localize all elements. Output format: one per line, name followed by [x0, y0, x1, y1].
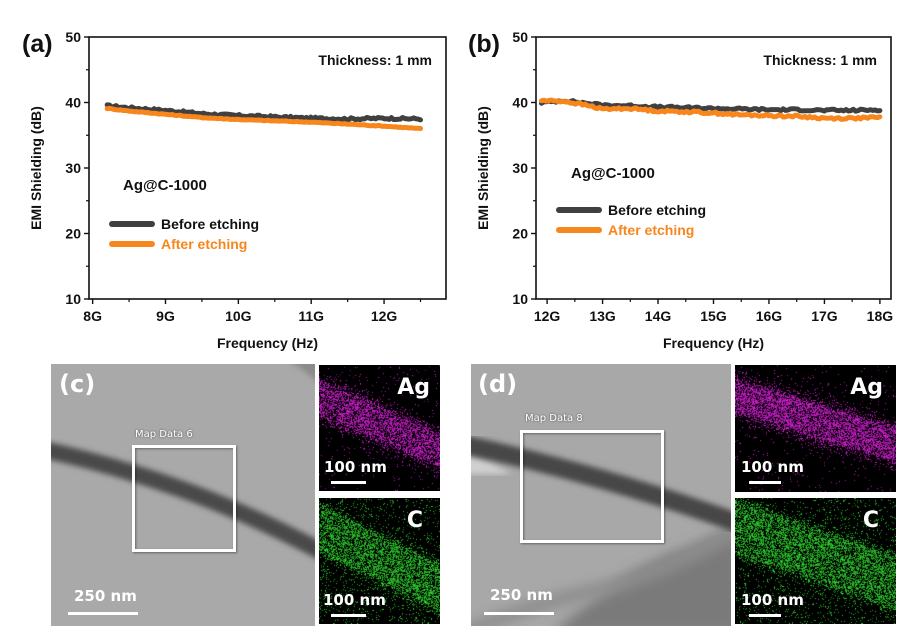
- x-axis-label: Frequency (Hz): [217, 335, 318, 351]
- map-box-label-d: Map Data 8: [525, 413, 583, 424]
- tem-image-d: (d) Map Data 8 250 nm: [471, 364, 731, 626]
- element-label-c-c: C: [406, 508, 423, 533]
- panel-label-b: (b): [468, 30, 500, 58]
- x-tick-label: 8G: [83, 308, 102, 324]
- scale-bar-c-c: [331, 614, 366, 617]
- x-tick-label: 15G: [700, 308, 727, 324]
- chart-b: 10 20 30 40 50 12G 13G 14G 15G 16G 17G 18G Frequency…: [475, 29, 894, 351]
- y-tick-label: 30: [65, 160, 81, 176]
- chart-a: 10 20 30 40 50 8G 9G 10G 11G 12G Frequency (Hz) EMI…: [28, 29, 447, 351]
- x-tick-label: 17G: [811, 308, 838, 324]
- y-tick-label: 20: [512, 226, 528, 242]
- y-tick-label: 50: [65, 29, 81, 45]
- map-region-box-c: [132, 445, 236, 552]
- series-line-before-etching: [104, 102, 423, 123]
- panel-label-d: (d): [478, 370, 518, 398]
- scale-bar-c: [68, 612, 138, 615]
- element-label-c-d: C: [862, 508, 879, 533]
- eds-map-c-ag: Ag 100 nm: [319, 365, 440, 491]
- scale-label-d: 250 nm: [490, 586, 553, 604]
- x-tick-label: 16G: [756, 308, 783, 324]
- y-axis-label: EMI Shielding (dB): [28, 106, 44, 230]
- legend-label-before-etching: Before etching: [161, 216, 259, 232]
- scale-bar-d: [484, 612, 554, 615]
- scale-label-ag-d: 100 nm: [741, 458, 804, 476]
- scale-label-ag-c: 100 nm: [324, 458, 387, 476]
- tem-image-d-background: [471, 436, 731, 626]
- tem-image-c-background: [51, 364, 315, 558]
- y-axis-label: EMI Shielding (dB): [475, 106, 491, 230]
- scale-label-c: 250 nm: [74, 587, 137, 605]
- eds-map-d-ag-canvas: [735, 365, 896, 492]
- series-line-after-etching: [539, 97, 883, 122]
- legend-label-before-etching: Before etching: [608, 202, 706, 218]
- y-tick-label: 10: [65, 291, 81, 307]
- thickness-annotation: Thickness: 1 mm: [318, 52, 432, 68]
- element-label-ag-c: Ag: [397, 375, 430, 400]
- eds-map-c-c-canvas: [319, 498, 440, 624]
- legend-label-after-etching: After etching: [161, 236, 247, 252]
- x-axis-label: Frequency (Hz): [663, 335, 764, 351]
- scale-bar-ag-c: [331, 481, 366, 484]
- map-region-box-d: [520, 430, 664, 543]
- x-tick-label: 12G: [371, 308, 398, 324]
- sample-annotation: Ag@C-1000: [123, 177, 207, 194]
- panel-label-a: (a): [22, 30, 53, 58]
- plot-frame: [88, 36, 447, 300]
- y-tick-label: 10: [512, 291, 528, 307]
- x-tick-label: 18G: [867, 308, 894, 324]
- y-tick-label: 40: [65, 95, 81, 111]
- eds-map-c-ag-canvas: [319, 365, 440, 491]
- series-line-after-etching: [104, 105, 423, 131]
- scale-bar-ag-d: [749, 481, 781, 484]
- y-tick-label: 30: [512, 160, 528, 176]
- map-box-label-c: Map Data 6: [135, 429, 193, 440]
- legend-label-after-etching: After etching: [608, 222, 694, 238]
- x-tick-label: 11G: [298, 308, 324, 324]
- x-tick-label: 9G: [156, 308, 175, 324]
- eds-map-c-c: C 100 nm: [319, 498, 440, 624]
- tem-image-c: (c) Map Data 6 250 nm: [51, 364, 315, 626]
- eds-map-d-c-canvas: [735, 498, 896, 624]
- x-tick-label: 13G: [589, 308, 616, 324]
- scale-bar-c-d: [749, 614, 781, 617]
- sample-annotation: Ag@C-1000: [571, 165, 655, 182]
- thickness-annotation: Thickness: 1 mm: [763, 52, 877, 68]
- eds-map-d-c: C 100 nm: [735, 498, 896, 624]
- element-label-ag-d: Ag: [850, 375, 883, 400]
- scale-label-c-c: 100 nm: [323, 591, 386, 609]
- scale-label-c-d: 100 nm: [741, 591, 804, 609]
- eds-map-d-ag: Ag 100 nm: [735, 365, 896, 492]
- series-line-before-etching: [539, 98, 883, 114]
- panel-label-c: (c): [59, 370, 96, 398]
- x-tick-label: 12G: [534, 308, 561, 324]
- y-tick-label: 50: [512, 29, 528, 45]
- y-tick-label: 20: [65, 226, 81, 242]
- x-tick-label: 14G: [645, 308, 672, 324]
- x-tick-label: 10G: [225, 308, 252, 324]
- y-tick-label: 40: [512, 95, 528, 111]
